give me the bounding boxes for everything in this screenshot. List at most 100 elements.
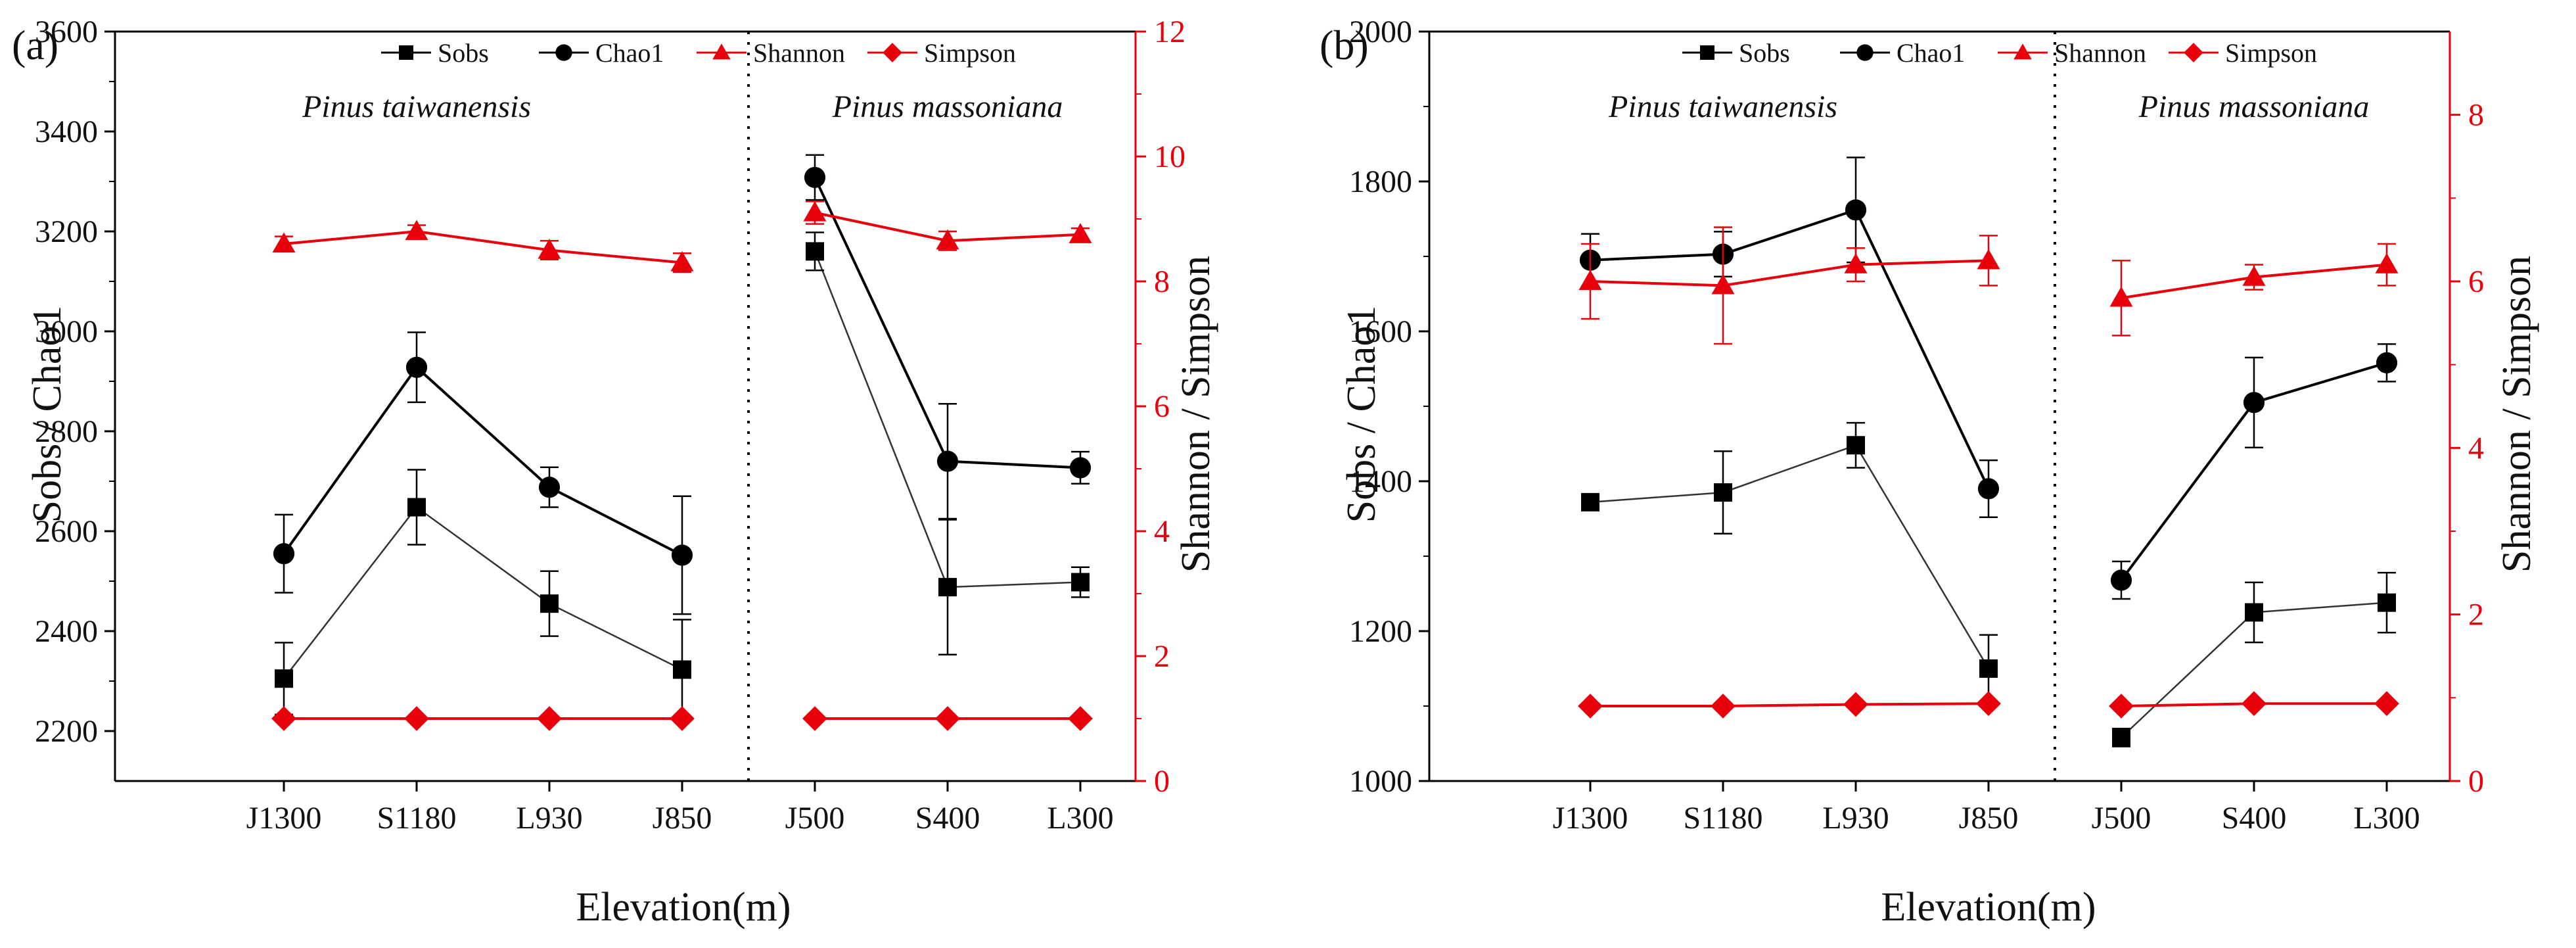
data-point xyxy=(1714,483,1732,502)
data-point xyxy=(1711,273,1735,295)
x-tick-label: J1300 xyxy=(246,801,322,836)
legend: Sobs Chao1 Shannon Simpson xyxy=(381,38,1016,68)
series-sobs xyxy=(275,231,1090,721)
series-line xyxy=(1590,208,1990,490)
y-axis-title-right: Shannon / Simpson xyxy=(2495,256,2539,573)
y-tick-label-left: 2400 xyxy=(35,614,98,649)
y-tick-label-right: 8 xyxy=(2468,98,2484,133)
legend-label: Chao1 xyxy=(595,38,664,68)
legend-label: Chao1 xyxy=(1897,38,1965,68)
group-label: Pinus taiwanensis xyxy=(302,89,531,124)
data-point xyxy=(2109,694,2134,719)
x-tick-label: L930 xyxy=(516,801,582,836)
y-axis-title-right: Shannon / Simpson xyxy=(1174,256,1218,573)
data-point xyxy=(1711,694,1736,719)
data-point xyxy=(1578,270,1602,291)
series-shannon xyxy=(1578,226,2399,345)
data-point xyxy=(537,706,562,731)
data-point xyxy=(1581,492,1599,511)
legend-label: Sobs xyxy=(438,38,489,68)
data-point xyxy=(2245,603,2263,622)
y-tick-label-left: 3600 xyxy=(35,14,98,49)
series-chao1 xyxy=(1579,156,2398,600)
data-point xyxy=(1844,253,1868,273)
x-tick-label: S400 xyxy=(2222,801,2287,836)
y-axis-title-left: Sobs / Chao1 xyxy=(25,306,70,523)
y-tick-label-right: 0 xyxy=(1154,764,1170,799)
data-point xyxy=(1071,573,1090,592)
series-line xyxy=(283,229,683,264)
legend-marker xyxy=(2184,43,2203,62)
x-tick-label: J500 xyxy=(2092,801,2151,836)
data-point xyxy=(2242,266,2266,286)
x-tick-label: S1180 xyxy=(377,801,457,836)
series-line xyxy=(283,365,683,557)
data-point xyxy=(404,706,429,731)
data-point xyxy=(670,251,694,272)
series-simpson xyxy=(271,706,1093,731)
y-tick-label-left: 2200 xyxy=(35,714,98,749)
data-point xyxy=(2376,352,2398,373)
data-point xyxy=(405,356,428,378)
data-point xyxy=(2375,253,2399,273)
legend-label: Simpson xyxy=(2225,38,2317,68)
series-line xyxy=(283,506,683,679)
data-point xyxy=(2374,691,2399,717)
x-tick-label: L300 xyxy=(2353,801,2420,836)
legend-marker xyxy=(1856,44,1874,61)
data-point xyxy=(538,477,561,498)
group-label: Pinus taiwanensis xyxy=(1608,89,1837,124)
y-tick-label-left: 3400 xyxy=(35,114,98,149)
data-point xyxy=(1977,249,2000,270)
y-tick-label-right: 4 xyxy=(2468,431,2484,465)
data-point xyxy=(1845,199,1867,221)
y-tick-label-left: 3000 xyxy=(35,314,98,349)
data-point xyxy=(2378,593,2396,612)
data-point xyxy=(272,232,296,253)
x-tick-label: S400 xyxy=(915,801,980,836)
y-tick-label-right: 0 xyxy=(2468,764,2484,799)
data-point xyxy=(1976,691,2001,717)
data-point xyxy=(2110,569,2132,591)
legend-marker xyxy=(883,43,902,62)
y-tick-label-right: 2 xyxy=(1154,639,1170,674)
group-label: Pinus massoniana xyxy=(832,89,1063,124)
data-point xyxy=(936,450,959,472)
y-tick-label-left: 1200 xyxy=(1349,614,1412,649)
x-tick-label: L300 xyxy=(1047,801,1113,836)
y-tick-label-left: 2600 xyxy=(35,514,98,549)
data-point xyxy=(405,220,428,241)
data-point xyxy=(1979,659,1998,678)
data-point xyxy=(1977,478,2000,500)
legend-marker xyxy=(2013,43,2032,60)
legend-marker xyxy=(712,43,731,60)
series-line xyxy=(1590,702,1989,707)
data-point xyxy=(936,229,959,250)
data-point xyxy=(802,706,827,731)
data-point xyxy=(806,242,824,261)
data-point xyxy=(671,544,693,566)
data-point xyxy=(1068,706,1093,731)
panel-label: (b) xyxy=(1320,22,1369,68)
data-point xyxy=(1069,457,1092,479)
data-point xyxy=(407,498,426,517)
y-tick-label-right: 8 xyxy=(1154,264,1170,299)
data-point xyxy=(1843,692,1868,717)
x-tick-label: J850 xyxy=(653,801,712,836)
y-tick-label-right: 2 xyxy=(2468,598,2484,632)
data-point xyxy=(673,660,691,679)
y-tick-label-left: 1800 xyxy=(1349,164,1412,199)
data-point xyxy=(938,578,957,597)
x-axis-title: Elevation(m) xyxy=(576,885,791,930)
data-point xyxy=(2243,392,2265,414)
y-tick-label-left: 3200 xyxy=(35,214,98,249)
series-line xyxy=(1590,259,1989,287)
x-tick-label: J850 xyxy=(1959,801,2019,836)
series-shannon xyxy=(272,201,1092,273)
x-tick-label: J1300 xyxy=(1553,801,1628,836)
data-point xyxy=(804,166,826,189)
x-tick-label: J500 xyxy=(785,801,845,836)
series-line xyxy=(1590,444,1990,669)
y-tick-label-right: 4 xyxy=(1154,514,1170,549)
